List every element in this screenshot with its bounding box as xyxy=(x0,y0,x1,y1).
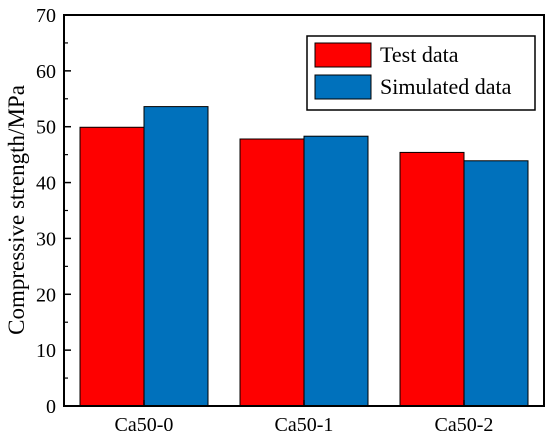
y-axis: 0 10 20 30 40 50 60 70 xyxy=(36,5,71,418)
legend: Test data Simulated data xyxy=(306,35,536,111)
y-tick-label: 10 xyxy=(36,340,56,362)
x-tick-label: Ca50-1 xyxy=(275,414,334,436)
bar-ca50-2-series-2 xyxy=(463,160,529,407)
bar-ca50-1-series-1 xyxy=(239,138,305,407)
x-tick-label: Ca50-2 xyxy=(435,414,494,436)
y-tick-label: 50 xyxy=(36,117,56,139)
bars-layer xyxy=(79,106,529,407)
bar-ca50-2-series-1 xyxy=(399,151,465,407)
legend-label-series-1: Test data xyxy=(380,42,459,67)
legend-swatch-series-2 xyxy=(314,74,372,100)
y-tick-label: 70 xyxy=(36,5,56,27)
bar-ca50-1-series-2 xyxy=(303,135,369,407)
x-tick-label: Ca50-0 xyxy=(115,414,174,436)
bar-ca50-0-series-2 xyxy=(143,106,209,407)
legend-swatch-series-1 xyxy=(314,42,372,68)
y-tick-label: 60 xyxy=(36,61,56,83)
y-tick-label: 30 xyxy=(36,228,56,250)
y-tick-label: 40 xyxy=(36,173,56,195)
x-axis: Ca50-0 Ca50-1 Ca50-2 xyxy=(115,400,494,436)
y-axis-title: Compressive strength/MPa xyxy=(4,85,29,335)
y-tick-label: 20 xyxy=(36,284,56,306)
legend-label-series-2: Simulated data xyxy=(380,74,512,99)
bar-ca50-0-series-1 xyxy=(79,126,145,407)
y-tick-label: 0 xyxy=(46,396,56,418)
